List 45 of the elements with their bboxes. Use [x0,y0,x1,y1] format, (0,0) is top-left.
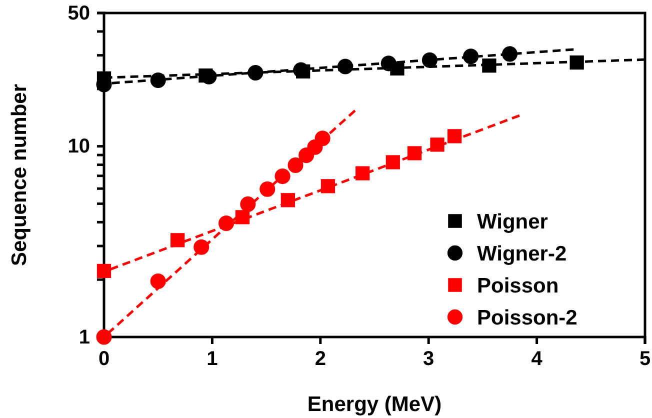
point [280,193,296,208]
point [482,58,496,73]
point [218,215,234,231]
point [356,166,370,180]
point [260,181,276,197]
legend-label: Wigner-2 [477,242,567,266]
legend-label: Poisson [477,274,559,298]
point [502,46,518,62]
point [96,329,112,345]
x-tick-label: 4 [531,348,544,370]
point [390,61,404,76]
point [338,58,354,74]
x-tick-label: 1 [206,348,218,370]
y-axis-title: Sequence number [8,84,31,266]
legend-label: Poisson-2 [477,306,578,330]
point [463,48,479,64]
point [194,239,210,255]
x-axis-title: Energy (MeV) [307,393,442,416]
point [240,196,256,212]
x-tick-label: 3 [423,348,434,370]
point [274,168,290,184]
point [150,274,166,290]
point [296,64,310,78]
point [198,68,213,83]
point [150,72,166,88]
point [386,155,400,170]
x-tick-label: 2 [314,348,326,370]
point [235,210,250,224]
y-tick-label: 10 [68,136,90,158]
point [170,233,185,248]
point [248,65,264,81]
y-tick-label: 50 [68,2,90,24]
point [320,179,336,194]
point [314,130,330,146]
point [407,146,422,160]
point [430,138,444,152]
point [288,157,304,173]
x-tick-label: 0 [98,348,110,370]
point [570,55,584,70]
point [422,52,438,68]
x-tick-label: 5 [639,348,651,370]
legend-label: Wigner [477,210,548,234]
point [96,264,112,278]
point [447,129,462,144]
y-tick-label: 1 [78,326,90,348]
